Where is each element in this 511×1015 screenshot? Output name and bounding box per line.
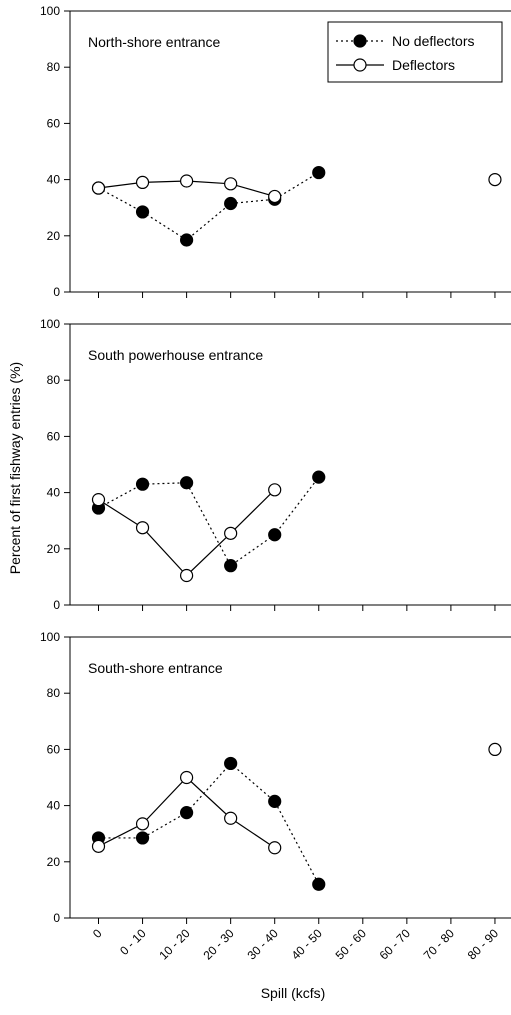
data-point-no-deflectors <box>312 877 326 891</box>
y-tick-label: 80 <box>47 373 61 387</box>
y-axis-label: Percent of first fishway entries (%) <box>7 362 23 574</box>
data-point-deflectors <box>91 181 106 195</box>
data-point-no-deflectors <box>268 794 282 808</box>
y-tick-label: 100 <box>40 630 60 644</box>
data-point-deflectors <box>268 189 282 204</box>
data-point-deflectors <box>180 174 194 188</box>
data-point-no-deflectors <box>224 196 238 211</box>
data-point-deflectors <box>91 839 106 853</box>
x-tick-label: 10 - 20 <box>156 926 193 963</box>
panel-title: South powerhouse entrance <box>88 347 263 363</box>
data-point-deflectors <box>224 526 238 540</box>
data-point-no-deflectors <box>135 831 150 845</box>
y-tick-label: 40 <box>47 173 61 187</box>
data-point-no-deflectors <box>312 470 326 484</box>
y-tick-label: 40 <box>47 799 61 813</box>
data-point-deflectors <box>224 811 238 825</box>
y-tick-label: 100 <box>40 4 60 18</box>
data-point-deflectors <box>180 568 194 583</box>
y-tick-label: 0 <box>53 285 60 299</box>
data-point-no-deflectors <box>180 476 194 490</box>
legend-marker <box>353 34 367 48</box>
series-line <box>98 172 320 241</box>
panel-title: South-shore entrance <box>88 660 223 676</box>
y-tick-label: 80 <box>47 686 61 700</box>
y-tick-label: 60 <box>47 742 61 756</box>
y-tick-label: 60 <box>47 429 61 443</box>
data-point-no-deflectors <box>135 205 150 219</box>
x-tick-label: 20 - 30 <box>200 926 237 963</box>
y-tick-label: 100 <box>40 317 60 331</box>
x-tick-label: 70 - 80 <box>421 926 458 963</box>
x-tick-label: 60 - 70 <box>377 926 414 963</box>
y-tick-label: 20 <box>47 542 61 556</box>
data-point-deflectors <box>488 173 502 187</box>
panel-title: North-shore entrance <box>88 34 221 50</box>
data-point-deflectors <box>135 817 150 831</box>
x-axis-label: Spill (kcfs) <box>261 985 326 1001</box>
data-point-deflectors <box>488 742 502 757</box>
x-tick-label: 40 - 50 <box>289 926 326 963</box>
x-tick-label: 80 - 90 <box>465 926 502 963</box>
legend-marker <box>353 58 367 72</box>
data-point-no-deflectors <box>312 165 326 180</box>
data-point-no-deflectors <box>135 477 150 491</box>
data-point-deflectors <box>91 493 106 507</box>
data-point-deflectors <box>224 177 238 191</box>
x-tick-label: 30 - 40 <box>245 926 282 963</box>
data-point-deflectors <box>268 841 282 855</box>
series-line <box>98 476 320 567</box>
y-tick-label: 80 <box>47 60 61 74</box>
series-line <box>98 489 276 577</box>
x-tick-label: 50 - 60 <box>333 926 370 963</box>
y-tick-label: 0 <box>53 598 60 612</box>
legend-entry: Deflectors <box>392 57 455 73</box>
legend-box <box>327 21 503 83</box>
x-tick-label: 0 - 10 <box>117 926 149 958</box>
series-line <box>98 762 320 885</box>
y-tick-label: 20 <box>47 855 61 869</box>
y-tick-label: 20 <box>47 229 61 243</box>
data-point-deflectors <box>135 521 150 535</box>
data-point-no-deflectors <box>224 756 238 771</box>
data-point-deflectors <box>135 175 150 190</box>
legend-entry: No deflectors <box>392 33 474 49</box>
data-point-no-deflectors <box>180 233 194 247</box>
data-point-deflectors <box>268 483 282 497</box>
y-tick-label: 60 <box>47 116 61 130</box>
data-point-no-deflectors <box>224 559 238 573</box>
y-tick-label: 40 <box>47 486 61 500</box>
data-point-no-deflectors <box>268 528 282 542</box>
x-tick-label: 0 <box>90 926 105 941</box>
y-tick-label: 0 <box>53 911 60 925</box>
data-point-no-deflectors <box>180 806 194 820</box>
data-point-deflectors <box>180 770 194 785</box>
